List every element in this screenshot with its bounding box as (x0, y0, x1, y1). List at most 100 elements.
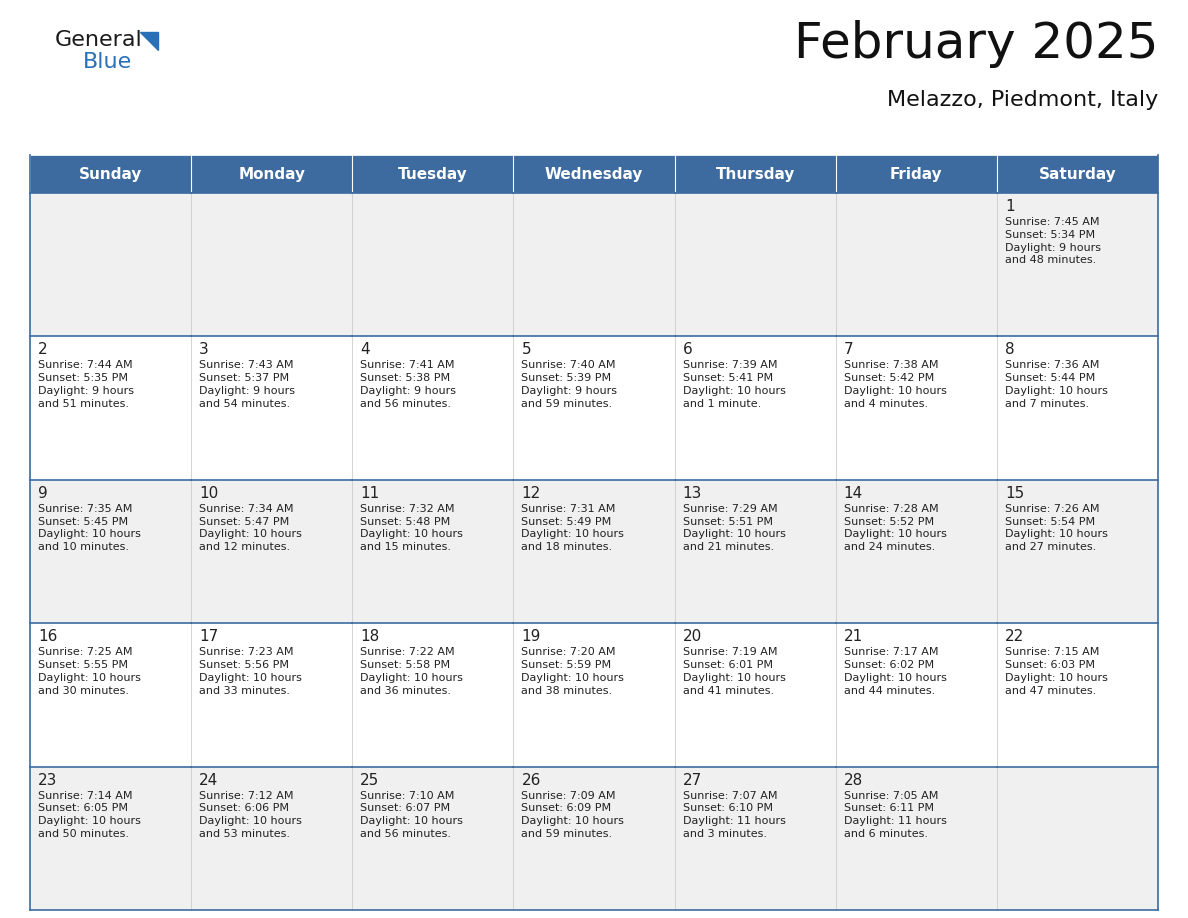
Text: Sunrise: 7:43 AM
Sunset: 5:37 PM
Daylight: 9 hours
and 54 minutes.: Sunrise: 7:43 AM Sunset: 5:37 PM Dayligh… (200, 361, 295, 409)
Bar (675, 193, 835, 336)
Bar (30, 623, 191, 767)
Text: Sunrise: 7:36 AM
Sunset: 5:44 PM
Daylight: 10 hours
and 7 minutes.: Sunrise: 7:36 AM Sunset: 5:44 PM Dayligh… (1005, 361, 1107, 409)
Polygon shape (140, 32, 158, 50)
Text: 24: 24 (200, 773, 219, 788)
Text: February 2025: February 2025 (794, 20, 1158, 68)
Bar (191, 767, 353, 910)
Bar (675, 767, 835, 910)
Text: Thursday: Thursday (715, 166, 795, 182)
Text: 18: 18 (360, 629, 379, 644)
Bar (513, 193, 675, 336)
Text: Sunrise: 7:38 AM
Sunset: 5:42 PM
Daylight: 10 hours
and 4 minutes.: Sunrise: 7:38 AM Sunset: 5:42 PM Dayligh… (843, 361, 947, 409)
Text: Sunrise: 7:31 AM
Sunset: 5:49 PM
Daylight: 10 hours
and 18 minutes.: Sunrise: 7:31 AM Sunset: 5:49 PM Dayligh… (522, 504, 625, 553)
Text: Sunrise: 7:26 AM
Sunset: 5:54 PM
Daylight: 10 hours
and 27 minutes.: Sunrise: 7:26 AM Sunset: 5:54 PM Dayligh… (1005, 504, 1107, 553)
Bar (513, 767, 675, 910)
Text: Sunrise: 7:32 AM
Sunset: 5:48 PM
Daylight: 10 hours
and 15 minutes.: Sunrise: 7:32 AM Sunset: 5:48 PM Dayligh… (360, 504, 463, 553)
Bar (675, 336, 835, 480)
Bar (835, 767, 997, 910)
Text: Sunday: Sunday (78, 166, 143, 182)
Bar (997, 623, 1158, 767)
Bar (997, 336, 1158, 480)
Text: 17: 17 (200, 629, 219, 644)
Bar (835, 193, 997, 336)
Text: Friday: Friday (890, 166, 942, 182)
Text: 15: 15 (1005, 486, 1024, 501)
Text: 7: 7 (843, 342, 853, 357)
Text: 9: 9 (38, 486, 48, 501)
Bar (835, 155, 997, 193)
Text: 8: 8 (1005, 342, 1015, 357)
Text: Sunrise: 7:40 AM
Sunset: 5:39 PM
Daylight: 9 hours
and 59 minutes.: Sunrise: 7:40 AM Sunset: 5:39 PM Dayligh… (522, 361, 618, 409)
Bar (191, 155, 353, 193)
Bar (835, 336, 997, 480)
Text: Sunrise: 7:28 AM
Sunset: 5:52 PM
Daylight: 10 hours
and 24 minutes.: Sunrise: 7:28 AM Sunset: 5:52 PM Dayligh… (843, 504, 947, 553)
Bar (997, 193, 1158, 336)
Text: 2: 2 (38, 342, 48, 357)
Text: Sunrise: 7:17 AM
Sunset: 6:02 PM
Daylight: 10 hours
and 44 minutes.: Sunrise: 7:17 AM Sunset: 6:02 PM Dayligh… (843, 647, 947, 696)
Bar (30, 480, 191, 623)
Text: 20: 20 (683, 629, 702, 644)
Bar (513, 623, 675, 767)
Bar (997, 767, 1158, 910)
Bar (353, 623, 513, 767)
Text: 5: 5 (522, 342, 531, 357)
Bar (191, 480, 353, 623)
Bar (835, 480, 997, 623)
Text: 13: 13 (683, 486, 702, 501)
Text: 27: 27 (683, 773, 702, 788)
Text: 11: 11 (360, 486, 379, 501)
Text: Sunrise: 7:07 AM
Sunset: 6:10 PM
Daylight: 11 hours
and 3 minutes.: Sunrise: 7:07 AM Sunset: 6:10 PM Dayligh… (683, 790, 785, 839)
Bar (191, 193, 353, 336)
Bar (675, 155, 835, 193)
Text: Sunrise: 7:41 AM
Sunset: 5:38 PM
Daylight: 9 hours
and 56 minutes.: Sunrise: 7:41 AM Sunset: 5:38 PM Dayligh… (360, 361, 456, 409)
Text: 22: 22 (1005, 629, 1024, 644)
Text: 23: 23 (38, 773, 57, 788)
Text: General: General (55, 30, 143, 50)
Bar (353, 767, 513, 910)
Text: 16: 16 (38, 629, 57, 644)
Bar (513, 480, 675, 623)
Bar (353, 336, 513, 480)
Text: Sunrise: 7:23 AM
Sunset: 5:56 PM
Daylight: 10 hours
and 33 minutes.: Sunrise: 7:23 AM Sunset: 5:56 PM Dayligh… (200, 647, 302, 696)
Bar (675, 623, 835, 767)
Text: 10: 10 (200, 486, 219, 501)
Text: Sunrise: 7:15 AM
Sunset: 6:03 PM
Daylight: 10 hours
and 47 minutes.: Sunrise: 7:15 AM Sunset: 6:03 PM Dayligh… (1005, 647, 1107, 696)
Text: Sunrise: 7:12 AM
Sunset: 6:06 PM
Daylight: 10 hours
and 53 minutes.: Sunrise: 7:12 AM Sunset: 6:06 PM Dayligh… (200, 790, 302, 839)
Text: Sunrise: 7:29 AM
Sunset: 5:51 PM
Daylight: 10 hours
and 21 minutes.: Sunrise: 7:29 AM Sunset: 5:51 PM Dayligh… (683, 504, 785, 553)
Text: Monday: Monday (239, 166, 305, 182)
Text: Saturday: Saturday (1038, 166, 1117, 182)
Bar (675, 480, 835, 623)
Text: Wednesday: Wednesday (545, 166, 643, 182)
Text: Sunrise: 7:45 AM
Sunset: 5:34 PM
Daylight: 9 hours
and 48 minutes.: Sunrise: 7:45 AM Sunset: 5:34 PM Dayligh… (1005, 217, 1101, 265)
Bar (30, 336, 191, 480)
Text: Sunrise: 7:19 AM
Sunset: 6:01 PM
Daylight: 10 hours
and 41 minutes.: Sunrise: 7:19 AM Sunset: 6:01 PM Dayligh… (683, 647, 785, 696)
Text: Sunrise: 7:20 AM
Sunset: 5:59 PM
Daylight: 10 hours
and 38 minutes.: Sunrise: 7:20 AM Sunset: 5:59 PM Dayligh… (522, 647, 625, 696)
Bar (513, 155, 675, 193)
Bar (30, 767, 191, 910)
Text: Sunrise: 7:05 AM
Sunset: 6:11 PM
Daylight: 11 hours
and 6 minutes.: Sunrise: 7:05 AM Sunset: 6:11 PM Dayligh… (843, 790, 947, 839)
Text: 12: 12 (522, 486, 541, 501)
Bar (191, 623, 353, 767)
Text: Sunrise: 7:09 AM
Sunset: 6:09 PM
Daylight: 10 hours
and 59 minutes.: Sunrise: 7:09 AM Sunset: 6:09 PM Dayligh… (522, 790, 625, 839)
Bar (191, 336, 353, 480)
Bar (513, 336, 675, 480)
Text: 28: 28 (843, 773, 862, 788)
Text: Sunrise: 7:22 AM
Sunset: 5:58 PM
Daylight: 10 hours
and 36 minutes.: Sunrise: 7:22 AM Sunset: 5:58 PM Dayligh… (360, 647, 463, 696)
Text: Sunrise: 7:34 AM
Sunset: 5:47 PM
Daylight: 10 hours
and 12 minutes.: Sunrise: 7:34 AM Sunset: 5:47 PM Dayligh… (200, 504, 302, 553)
Text: Sunrise: 7:14 AM
Sunset: 6:05 PM
Daylight: 10 hours
and 50 minutes.: Sunrise: 7:14 AM Sunset: 6:05 PM Dayligh… (38, 790, 141, 839)
Bar (835, 623, 997, 767)
Text: Sunrise: 7:39 AM
Sunset: 5:41 PM
Daylight: 10 hours
and 1 minute.: Sunrise: 7:39 AM Sunset: 5:41 PM Dayligh… (683, 361, 785, 409)
Bar (353, 480, 513, 623)
Text: Sunrise: 7:25 AM
Sunset: 5:55 PM
Daylight: 10 hours
and 30 minutes.: Sunrise: 7:25 AM Sunset: 5:55 PM Dayligh… (38, 647, 141, 696)
Bar (30, 193, 191, 336)
Text: Melazzo, Piedmont, Italy: Melazzo, Piedmont, Italy (886, 90, 1158, 110)
Bar (353, 193, 513, 336)
Text: 3: 3 (200, 342, 209, 357)
Text: 6: 6 (683, 342, 693, 357)
Text: Tuesday: Tuesday (398, 166, 468, 182)
Text: Sunrise: 7:44 AM
Sunset: 5:35 PM
Daylight: 9 hours
and 51 minutes.: Sunrise: 7:44 AM Sunset: 5:35 PM Dayligh… (38, 361, 134, 409)
Text: 1: 1 (1005, 199, 1015, 214)
Text: Sunrise: 7:10 AM
Sunset: 6:07 PM
Daylight: 10 hours
and 56 minutes.: Sunrise: 7:10 AM Sunset: 6:07 PM Dayligh… (360, 790, 463, 839)
Text: 19: 19 (522, 629, 541, 644)
Text: 26: 26 (522, 773, 541, 788)
